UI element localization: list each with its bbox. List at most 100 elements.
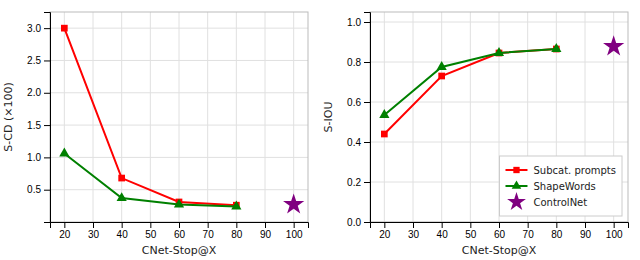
series (59, 148, 241, 210)
tick: 20 (59, 222, 71, 240)
tick-mark (44, 28, 50, 29)
tick: 1.5 (27, 120, 50, 131)
tick: 3.0 (27, 23, 50, 34)
series-line (384, 49, 556, 115)
legend-swatch-marker (513, 167, 519, 173)
legend-entry: Subcat. prompts (505, 165, 616, 176)
tick: 50 (465, 222, 477, 240)
legend-box (499, 156, 622, 216)
legend-label: ControlNet (533, 197, 587, 208)
y-axis-title: S-IOU (322, 102, 335, 133)
legend-swatch-marker (512, 180, 522, 188)
tick-label: 2.0 (27, 87, 41, 98)
tick-mark (236, 222, 237, 228)
tick-mark (364, 102, 370, 103)
axis-domain (371, 223, 629, 229)
tick-mark (614, 222, 615, 228)
tick: 1.0 (347, 17, 370, 28)
tick: 100 (286, 222, 303, 240)
tick: 0.4 (347, 137, 370, 148)
tick-mark (294, 222, 295, 228)
grid (50, 12, 308, 222)
point-marker (437, 61, 447, 70)
tick-mark (585, 222, 586, 228)
grid-line-x (207, 12, 208, 222)
grid-line-x (93, 12, 94, 222)
point-marker (603, 35, 624, 55)
tick-mark (364, 62, 370, 63)
tick-mark (499, 222, 500, 228)
tick-mark (208, 222, 209, 228)
legend-swatch-marker (507, 192, 526, 210)
tick-label: 0.8 (347, 57, 361, 68)
tick: 0.2 (347, 177, 370, 188)
tick-label: 20 (379, 229, 391, 240)
point-marker (118, 175, 125, 182)
grid-line-x (64, 12, 65, 222)
tick-mark (44, 93, 50, 94)
tick: 90 (580, 222, 592, 240)
tick: 2.0 (27, 87, 50, 98)
plot-frame (50, 12, 308, 222)
x-axis: 2030405060708090100 (371, 222, 629, 240)
tick: 2.5 (27, 55, 50, 66)
tick-mark (364, 22, 370, 23)
point-marker (231, 201, 241, 210)
grid-line-y (370, 102, 628, 103)
tick-label: 0.2 (347, 177, 361, 188)
tick: 0.0 (347, 217, 370, 228)
chart-svg: 20304050607080901000.51.01.52.02.53.0CNe… (0, 0, 640, 260)
tick: 0.8 (347, 57, 370, 68)
tick-mark (150, 222, 151, 228)
grid-line-x (293, 12, 294, 222)
grid-line-x (236, 12, 237, 222)
grid (370, 12, 628, 222)
tick: 80 (551, 222, 563, 240)
point-marker (438, 73, 445, 80)
grid-line-x (413, 12, 414, 222)
axis-domain (44, 13, 51, 223)
tick-mark (44, 60, 50, 61)
x-axis-title: CNet-Stop@X (142, 244, 217, 257)
point-marker (174, 199, 184, 208)
tick: 30 (408, 222, 420, 240)
panel: 20304050607080901000.51.01.52.02.53.0CNe… (2, 12, 309, 257)
tick-mark (122, 222, 123, 228)
grid-line-x (265, 12, 266, 222)
legend: Subcat. promptsShapeWordsControlNet (499, 156, 622, 216)
grid-line-y (50, 28, 308, 29)
tick-label: 0.6 (347, 97, 361, 108)
tick-label: 30 (408, 229, 420, 240)
tick-label: 80 (551, 229, 563, 240)
series-line (64, 28, 236, 205)
tick-label: 20 (59, 229, 71, 240)
grid-line-x (441, 12, 442, 222)
tick: 70 (203, 222, 215, 240)
plot-area (59, 25, 304, 214)
tick: 100 (606, 222, 623, 240)
tick-label: 1.0 (347, 17, 361, 28)
series (283, 193, 304, 213)
tick-mark (93, 222, 94, 228)
y-axis: 0.0 0.2 0.4 0.6 0.8 1.0 (347, 13, 370, 228)
tick-label: 2.5 (27, 55, 41, 66)
tick-label: 60 (494, 229, 506, 240)
grid-line-x (179, 12, 180, 222)
grid-line-y (50, 189, 308, 190)
x-axis-title: CNet-Stop@X (462, 244, 537, 257)
tick: 60 (494, 222, 506, 240)
grid-line-y (370, 62, 628, 63)
point-marker (59, 148, 69, 157)
grid-line-y (50, 60, 308, 61)
tick-label: 0.4 (347, 137, 361, 148)
x-axis: 2030405060708090100 (51, 222, 309, 240)
tick-label: 100 (286, 229, 303, 240)
tick-mark (442, 222, 443, 228)
tick-label: 0.0 (347, 217, 361, 228)
grid-line-y (370, 142, 628, 143)
tick-mark (556, 222, 557, 228)
tick: 0.6 (347, 97, 370, 108)
tick: 60 (174, 222, 186, 240)
tick-label: 90 (580, 229, 592, 240)
tick-mark (384, 222, 385, 228)
